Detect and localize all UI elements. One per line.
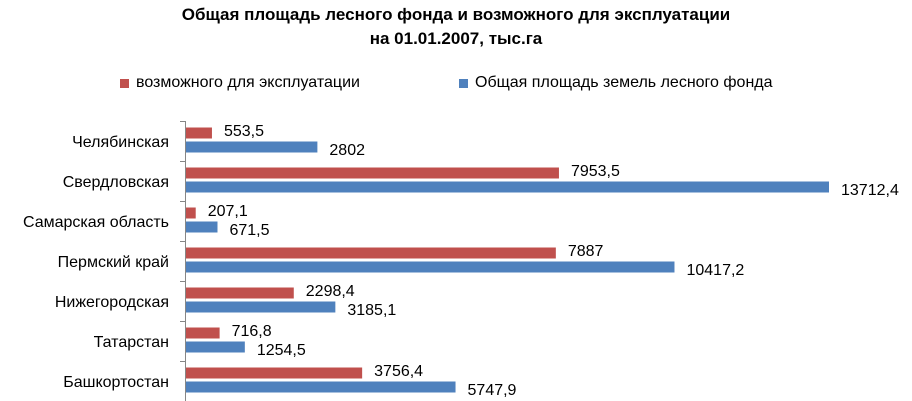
- bar-total: [186, 181, 829, 193]
- data-label: 3756,4: [374, 363, 423, 380]
- data-label: 553,5: [224, 123, 264, 140]
- category-label: Челябинская: [72, 134, 169, 151]
- data-label: 10417,2: [686, 262, 744, 279]
- legend-item-total: Общая площадь земель лесного фонда: [459, 73, 859, 93]
- category-label: Свердловская: [63, 174, 169, 191]
- category-label: Нижегородская: [55, 294, 169, 311]
- bar-exploitable: [186, 207, 196, 219]
- chart-title-line-1: Общая площадь лесного фонда и возможного…: [181, 5, 731, 24]
- category-label: Пермский край: [58, 254, 169, 271]
- data-label: 5747,9: [468, 382, 517, 399]
- category-label: Самарская область: [23, 214, 169, 231]
- legend-swatch-exploitable: [120, 79, 129, 88]
- bar-total: [186, 341, 245, 353]
- data-label: 7953,5: [571, 163, 620, 180]
- data-label: 716,8: [232, 323, 272, 340]
- bar-total: [186, 261, 675, 273]
- data-label: 1254,5: [257, 342, 306, 359]
- bar-exploitable: [186, 287, 294, 299]
- bar-exploitable: [186, 367, 363, 379]
- bar-total: [186, 141, 318, 153]
- bar-exploitable: [186, 167, 559, 179]
- data-label: 2298,4: [306, 283, 355, 300]
- legend-label-total: Общая площадь земель лесного фонда: [475, 74, 773, 91]
- legend-swatch-total: [459, 79, 468, 88]
- data-label: 2802: [329, 142, 365, 159]
- bar-exploitable: [186, 247, 556, 259]
- bar-exploitable: [186, 327, 220, 339]
- category-label: Татарстан: [94, 334, 169, 351]
- chart-title-line-2: на 01.01.2007, тыс.га: [369, 29, 543, 48]
- data-label: 7887: [568, 243, 604, 260]
- bar-exploitable: [186, 127, 212, 139]
- legend-label-exploitable: возможного для эксплуатации: [136, 74, 360, 91]
- legend-item-exploitable: возможного для эксплуатации: [120, 73, 420, 93]
- bar-total: [186, 381, 456, 393]
- data-label: 3185,1: [347, 302, 396, 319]
- data-label: 671,5: [229, 222, 269, 239]
- data-label: 13712,4: [841, 182, 899, 199]
- bar-total: [186, 301, 336, 313]
- category-label: Башкортостан: [63, 374, 169, 391]
- data-label: 207,1: [208, 203, 248, 220]
- bar-total: [186, 221, 218, 233]
